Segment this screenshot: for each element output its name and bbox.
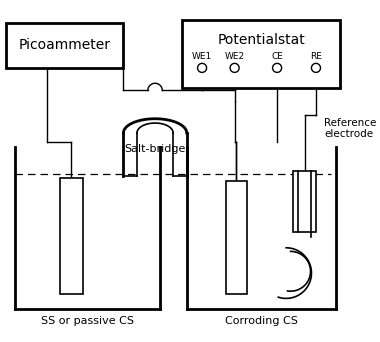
Text: SS or passive CS: SS or passive CS: [41, 316, 134, 326]
Text: WE1: WE1: [192, 52, 212, 61]
Text: WE2: WE2: [225, 52, 245, 61]
Bar: [293, 171, 316, 233]
Bar: [6, 23, 124, 68]
Bar: [182, 20, 340, 88]
Text: RE: RE: [310, 52, 322, 61]
Text: Corroding CS: Corroding CS: [225, 316, 298, 326]
Bar: [226, 181, 247, 294]
Text: Potentialstat: Potentialstat: [217, 33, 305, 47]
Bar: [60, 178, 83, 294]
Text: Picoammeter: Picoammeter: [19, 38, 111, 52]
Text: Reference
electrode: Reference electrode: [324, 118, 377, 139]
Text: CE: CE: [271, 52, 283, 61]
Text: Salt-bridge: Salt-bridge: [124, 144, 186, 154]
